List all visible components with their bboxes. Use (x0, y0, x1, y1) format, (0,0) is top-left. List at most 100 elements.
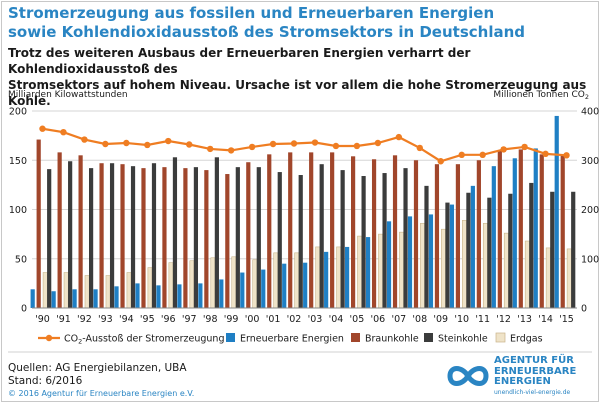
y-tick-left: 50 (15, 254, 27, 265)
co2-point (521, 143, 528, 151)
chart-title: Stromerzeugung aus fossilen und Erneuerb… (8, 4, 593, 42)
y-tick-right: 0 (581, 304, 587, 315)
co2-point (144, 141, 151, 149)
bar-braunkohle (371, 159, 377, 308)
bar-braunkohle (288, 152, 293, 308)
logo-line-1: AGENTUR FÜR (494, 355, 574, 366)
x-tick-label: '06 (371, 314, 386, 325)
x-tick-label: '14 (538, 314, 553, 325)
bar-steinkohle (151, 163, 157, 308)
bar-erdgas (315, 246, 321, 309)
co2-point (248, 143, 256, 151)
bar-steinkohle (130, 166, 136, 308)
co2-point (39, 125, 46, 132)
bar-braunkohle (204, 170, 209, 308)
y-axis-left-title: Milliarden Kilowattstunden (8, 90, 128, 100)
logo-url: unendlich-viel-energie.de (494, 389, 571, 396)
bar-steinkohle (109, 163, 115, 308)
x-tick-label: '15 (559, 314, 574, 325)
bar-erneuerbare-energien (470, 185, 475, 308)
bar-steinkohle (424, 185, 429, 308)
bar-steinkohle (256, 167, 261, 308)
y-tick-left: 150 (9, 156, 27, 167)
x-tick-label: '03 (308, 314, 323, 325)
co2-point (332, 142, 340, 150)
co2-point (290, 140, 298, 147)
bar-erdgas (336, 246, 342, 309)
title-line-1: Stromerzeugung aus fossilen und Erneuerb… (8, 4, 495, 22)
bar-erneuerbare-energien (93, 289, 98, 308)
infinity-logo-icon (447, 366, 489, 386)
bar-braunkohle (497, 150, 502, 308)
bar-erdgas (273, 252, 279, 309)
co2-point (416, 144, 423, 152)
bar-steinkohle (319, 164, 324, 308)
bar-braunkohle (518, 149, 523, 308)
x-tick-label: '11 (475, 314, 490, 325)
x-tick-label: '94 (119, 314, 134, 325)
bar-steinkohle (529, 182, 534, 308)
y-axis-right-title: Millionen Tonnen CO2 (493, 90, 589, 101)
bar-braunkohle (246, 162, 251, 308)
co2-point (186, 141, 193, 148)
bar-erneuerbare-energien (72, 289, 77, 308)
bar-erdgas (441, 228, 446, 309)
bar-erneuerbare-energien (449, 204, 455, 308)
bar-erneuerbare-energien (554, 115, 559, 309)
x-tick-label: '13 (517, 314, 532, 325)
bar-steinkohle (89, 168, 94, 308)
bar-erdgas (399, 231, 404, 309)
x-tick-label: '01 (266, 314, 281, 325)
bar-steinkohle (487, 197, 492, 308)
legend-co2-marker-icon (45, 334, 53, 342)
bar-erneuerbare-energien (240, 272, 245, 308)
co2-point (437, 158, 444, 165)
bar-braunkohle (351, 156, 356, 308)
x-tick-label: '93 (98, 314, 113, 325)
legend-co2-label: CO2-Ausstoß der Stromerzeugung (64, 334, 224, 346)
bar-steinkohle (508, 193, 513, 308)
bar-erdgas (252, 259, 258, 309)
legend-erdgas-swatch (495, 332, 506, 343)
bar-braunkohle (267, 154, 272, 308)
legend-co2-label-subscript: 2 (78, 338, 82, 346)
bar-erneuerbare-energien (512, 158, 517, 308)
bar-braunkohle (225, 174, 230, 308)
y-tick-right: 400 (581, 107, 599, 118)
x-tick-label: '12 (496, 314, 511, 325)
x-tick-label: '91 (56, 314, 71, 325)
legend-erneuerbare-energien-label: Erneuerbare Energien (240, 334, 344, 345)
bar-erdgas (566, 248, 572, 309)
co2-point (353, 142, 361, 150)
y-axis-right-title-subscript: 2 (585, 93, 589, 101)
bar-erdgas (357, 235, 362, 309)
x-tick-label: '97 (182, 314, 197, 325)
bar-erdgas (168, 262, 174, 309)
y-tick-right: 100 (581, 254, 599, 265)
co2-point (500, 146, 507, 153)
bar-erneuerbare-energien (156, 285, 161, 308)
co2-point (206, 145, 214, 153)
bar-braunkohle (476, 160, 481, 308)
bar-steinkohle (47, 169, 52, 308)
bar-erneuerbare-energien (282, 263, 287, 308)
bar-braunkohle (392, 155, 398, 308)
bar-erneuerbare-energien (261, 269, 266, 308)
bar-braunkohle (120, 164, 125, 308)
co2-point (102, 140, 109, 148)
legend-braunkohle-label: Braunkohle (365, 334, 419, 345)
bar-erneuerbare-energien (365, 237, 371, 308)
copyright-text: © 2016 Agentur für Erneuerbare Energien … (8, 389, 195, 398)
y-tick-left: 0 (21, 304, 27, 315)
bar-erneuerbare-energien (491, 166, 496, 308)
bar-steinkohle (214, 157, 219, 308)
bar-steinkohle (382, 173, 387, 308)
bar-erneuerbare-energien (135, 283, 140, 309)
co2-point (542, 150, 549, 158)
bar-erneuerbare-energien (345, 246, 350, 308)
subtitle-line-2: Stromsektors auf hohem Niveau. Ursache i… (8, 78, 587, 108)
co2-point (374, 139, 382, 147)
bar-erneuerbare-energien (114, 286, 119, 308)
bar-braunkohle (330, 152, 335, 308)
